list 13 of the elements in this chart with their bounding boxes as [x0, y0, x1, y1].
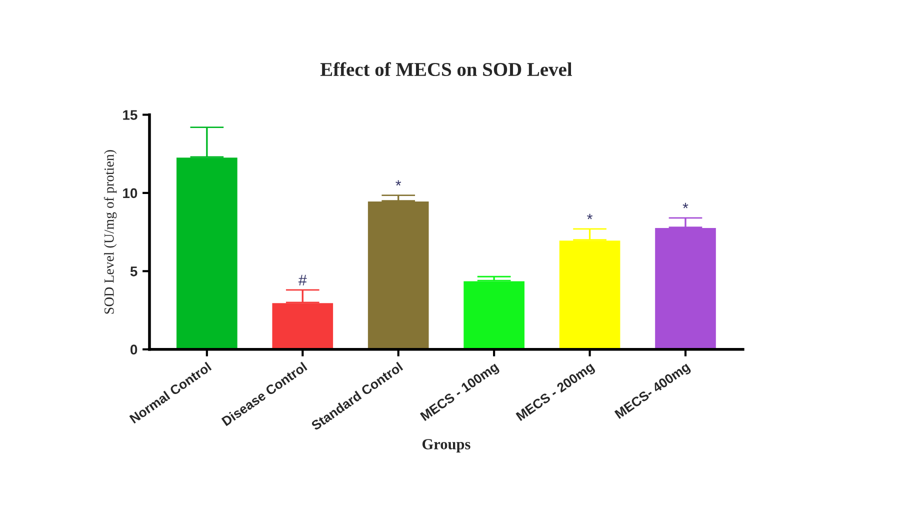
y-tick-label: 10	[123, 188, 138, 198]
annotation: *	[396, 180, 402, 186]
annotation: *	[682, 202, 688, 208]
bar	[366, 200, 430, 350]
annotation: #	[298, 274, 307, 286]
annotation: *	[587, 214, 593, 220]
y-tick-label: 5	[130, 266, 138, 276]
chart-title: Effect of MECS on SOD Level	[320, 62, 572, 76]
bar	[462, 280, 526, 350]
y-tick-label: 15	[123, 110, 138, 120]
x-axis-title: Groups	[422, 439, 470, 452]
y-axis-title: SOD Level (U/mg of protien)	[104, 150, 117, 314]
y-tick-label: 0	[130, 344, 138, 355]
